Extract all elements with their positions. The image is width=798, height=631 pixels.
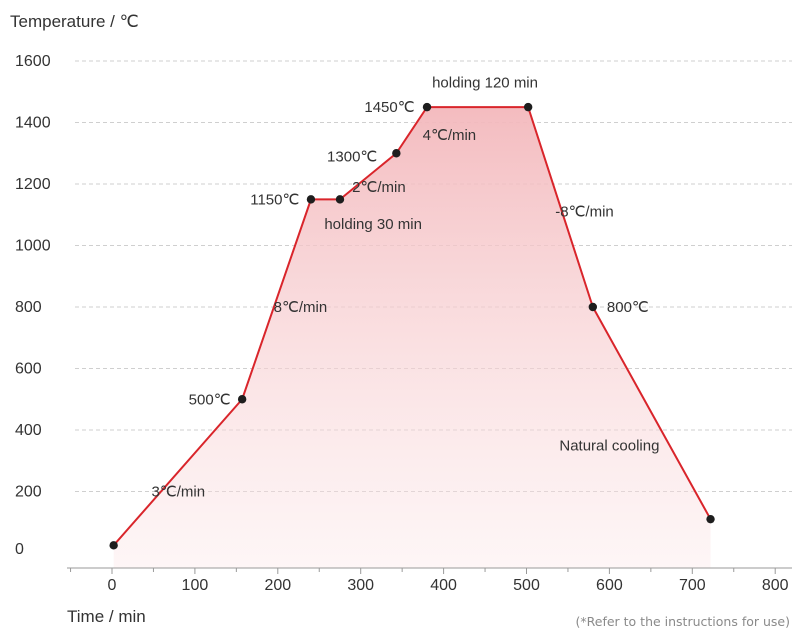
x-tick-label: 100 bbox=[182, 577, 209, 594]
data-point bbox=[422, 102, 432, 112]
annotation-label: holding 30 min bbox=[324, 216, 422, 233]
annotation-label: 800℃ bbox=[607, 299, 649, 316]
y-tick-label: 1600 bbox=[15, 53, 51, 70]
y-tick-label: 600 bbox=[15, 361, 42, 378]
data-point bbox=[109, 541, 118, 550]
x-tick-label: 800 bbox=[762, 577, 789, 594]
x-tick-label: 700 bbox=[679, 577, 706, 594]
data-point bbox=[706, 514, 715, 524]
annotation-label: 1450℃ bbox=[364, 99, 414, 116]
area-fill bbox=[113, 107, 711, 568]
y-tick-label: 1000 bbox=[15, 238, 51, 255]
annotation-label: 2℃/min bbox=[352, 179, 406, 196]
annotation-label: 500℃ bbox=[189, 391, 231, 408]
annotation-label: 3℃/min bbox=[152, 484, 206, 501]
data-point bbox=[392, 149, 401, 158]
x-tick-label: 500 bbox=[513, 577, 540, 594]
annotation-label: 4℃/min bbox=[423, 127, 477, 144]
x-tick-label: 300 bbox=[347, 577, 374, 594]
x-tick-label: 0 bbox=[108, 577, 117, 594]
y-tick-label: 0 bbox=[15, 541, 24, 558]
x-tick-label: 600 bbox=[596, 577, 623, 594]
y-tick-labels: 0 200 400 600 800 1000 1200 1400 1600 bbox=[15, 53, 51, 558]
data-points bbox=[109, 102, 715, 550]
data-point bbox=[335, 195, 345, 204]
y-axis-title: Temperature / ℃ bbox=[10, 12, 139, 31]
annotations: 3℃/min 500℃ 8℃/min 1150℃ holding 30 min 2℃/mi… bbox=[152, 75, 660, 501]
x-axis-title: Time / min bbox=[67, 607, 146, 626]
annotation-label: -8℃/min bbox=[555, 204, 614, 221]
annotation-label: holding 120 min bbox=[432, 75, 538, 92]
x-tick-labels: 0 100 200 300 400 500 600 700 800 bbox=[108, 577, 789, 594]
x-tick-label: 400 bbox=[430, 577, 457, 594]
data-point bbox=[306, 195, 316, 204]
x-tick-label: 200 bbox=[264, 577, 291, 594]
annotation-label: 8℃/min bbox=[274, 299, 328, 316]
data-point bbox=[588, 302, 598, 312]
y-tick-label: 200 bbox=[15, 484, 42, 501]
y-tick-label: 400 bbox=[15, 422, 42, 439]
data-point bbox=[523, 102, 533, 112]
y-tick-label: 800 bbox=[15, 299, 42, 316]
data-point bbox=[237, 395, 247, 404]
annotation-label: 1300℃ bbox=[327, 148, 377, 165]
annotation-label: Natural cooling bbox=[559, 437, 659, 454]
x-axis bbox=[67, 567, 792, 574]
y-tick-label: 1200 bbox=[15, 176, 51, 193]
y-tick-label: 1400 bbox=[15, 115, 51, 132]
footnote: (*Refer to the instructions for use) bbox=[576, 614, 791, 629]
annotation-label: 1150℃ bbox=[250, 191, 299, 208]
